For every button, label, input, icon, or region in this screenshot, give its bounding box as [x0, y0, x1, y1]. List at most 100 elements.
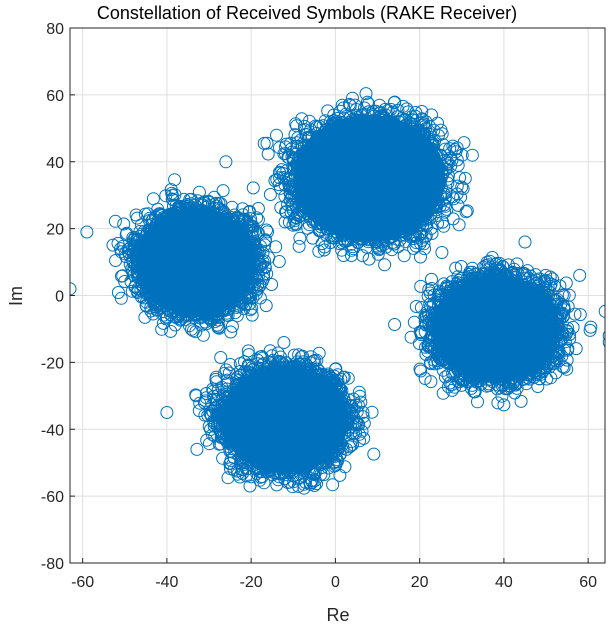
data-point: [602, 337, 605, 348]
data-point: [166, 217, 179, 231]
data-point: [242, 258, 256, 272]
data-point: [254, 239, 267, 253]
data-point: [434, 307, 448, 321]
data-point: [244, 452, 258, 466]
data-point: [464, 381, 478, 395]
data-point: [399, 212, 413, 226]
data-point: [425, 272, 438, 286]
data-point: [573, 308, 587, 322]
data-point: [437, 277, 451, 291]
data-point: [510, 257, 524, 271]
y-tick-label: -20: [41, 355, 64, 372]
data-point: [477, 365, 491, 378]
data-point: [511, 366, 525, 380]
data-point: [235, 453, 249, 467]
data-point: [223, 358, 237, 371]
data-point: [307, 448, 321, 462]
data-point: [242, 290, 256, 304]
data-point: [285, 191, 299, 205]
data-point: [250, 271, 264, 285]
data-point: [493, 366, 507, 380]
data-point: [109, 254, 123, 267]
data-point: [241, 344, 255, 358]
data-point: [235, 435, 249, 449]
data-point: [400, 133, 414, 146]
data-point: [225, 319, 239, 333]
data-point: [70, 282, 77, 296]
data-point: [298, 373, 312, 387]
data-point: [146, 307, 160, 321]
data-point: [335, 243, 349, 257]
data-point: [233, 470, 247, 484]
data-point: [424, 208, 438, 222]
data-point: [397, 113, 411, 127]
data-point: [558, 303, 571, 317]
data-point: [279, 137, 293, 151]
data-point: [422, 283, 436, 297]
data-point: [205, 312, 219, 326]
data-point: [305, 132, 319, 146]
data-point: [141, 207, 155, 221]
data-point: [471, 395, 484, 409]
data-point: [409, 140, 423, 154]
data-point: [253, 454, 267, 468]
data-point: [225, 200, 239, 214]
data-point: [197, 301, 211, 315]
data-point: [452, 286, 466, 300]
data-point: [290, 136, 304, 150]
data-point: [483, 367, 497, 381]
data-point: [277, 171, 291, 184]
data-point: [554, 307, 568, 321]
data-point: [310, 217, 324, 230]
data-point: [187, 303, 201, 317]
data-point: [263, 344, 277, 358]
data-point: [356, 410, 370, 424]
data-point: [521, 264, 535, 278]
y-tick-label: 20: [46, 222, 64, 239]
data-point: [136, 239, 150, 253]
data-point: [317, 243, 331, 257]
data-point: [214, 212, 228, 226]
data-point: [504, 368, 518, 382]
data-point: [160, 406, 174, 419]
data-point: [337, 226, 351, 240]
data-point: [518, 283, 532, 297]
data-point: [289, 117, 303, 131]
data-point: [143, 237, 157, 250]
data-point: [465, 374, 479, 387]
data-point: [376, 230, 390, 244]
data-point: [362, 97, 375, 111]
data-point: [491, 268, 505, 282]
data-point: [306, 463, 320, 477]
data-point: [308, 138, 322, 152]
data-point: [396, 99, 410, 113]
data-point: [111, 236, 125, 250]
data-point: [189, 325, 203, 339]
data-point: [441, 172, 455, 186]
data-point: [283, 182, 297, 196]
data-point: [243, 443, 257, 457]
data-point: [214, 351, 228, 364]
data-point: [196, 328, 210, 342]
data-point: [234, 291, 248, 305]
data-point: [452, 363, 466, 376]
data-point: [206, 428, 219, 442]
data-point: [583, 323, 597, 337]
data-point: [437, 219, 451, 233]
data-point: [560, 325, 574, 339]
y-tick-label: -80: [41, 556, 64, 573]
data-point: [430, 175, 444, 189]
data-point: [212, 300, 226, 314]
data-point: [243, 205, 256, 218]
data-point: [378, 258, 392, 272]
data-point: [352, 116, 366, 130]
data-point: [449, 261, 463, 275]
data-point: [271, 346, 285, 360]
data-point: [222, 430, 236, 444]
data-point: [490, 275, 504, 289]
data-point: [242, 249, 256, 263]
data-point: [272, 255, 286, 268]
data-point: [496, 260, 510, 274]
data-point: [413, 207, 427, 221]
data-point: [480, 255, 494, 269]
